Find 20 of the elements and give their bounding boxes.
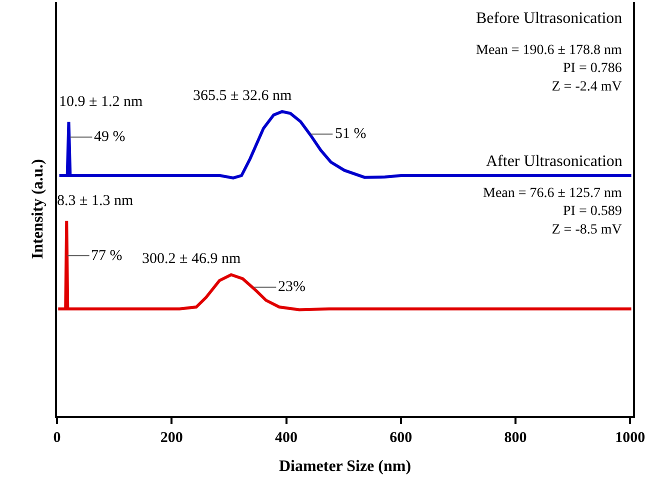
text: Mean = 190.6 ± 178.8 nm PI = 0.786 Z = -2.4 mV <box>476 43 622 94</box>
x-tick-label: 600 <box>390 430 412 446</box>
annotation: Mean = 76.6 ± 125.7 nm PI = 0.589 Z = -8.5 mV <box>483 186 622 238</box>
annotation: 365.5 ± 32.6 nm <box>193 88 292 104</box>
annotation: 10.9 ± 1.2 nm <box>59 94 143 110</box>
annotation: 23% <box>278 279 306 295</box>
annotation: 300.2 ± 46.9 nm <box>142 251 241 267</box>
x-tick-label: 800 <box>504 430 527 446</box>
x-tick-label: 1000 <box>615 430 646 446</box>
x-tick-label: 0 <box>53 430 61 446</box>
x-tick-label: 200 <box>160 430 183 446</box>
annotation: 8.3 ± 1.3 nm <box>57 193 134 209</box>
annotation: 51 % <box>335 126 366 142</box>
annotation: 77 % <box>91 248 122 264</box>
x-tick-label: 400 <box>275 430 298 446</box>
x-axis-title: Diameter Size (nm) <box>278 458 412 476</box>
annotation: 49 % <box>94 129 126 145</box>
text: Before Ultrasonication <box>476 10 622 27</box>
annotation: After Ultrasonication <box>486 153 622 170</box>
y-axis-title: Intensity (a.u.) <box>29 158 46 260</box>
